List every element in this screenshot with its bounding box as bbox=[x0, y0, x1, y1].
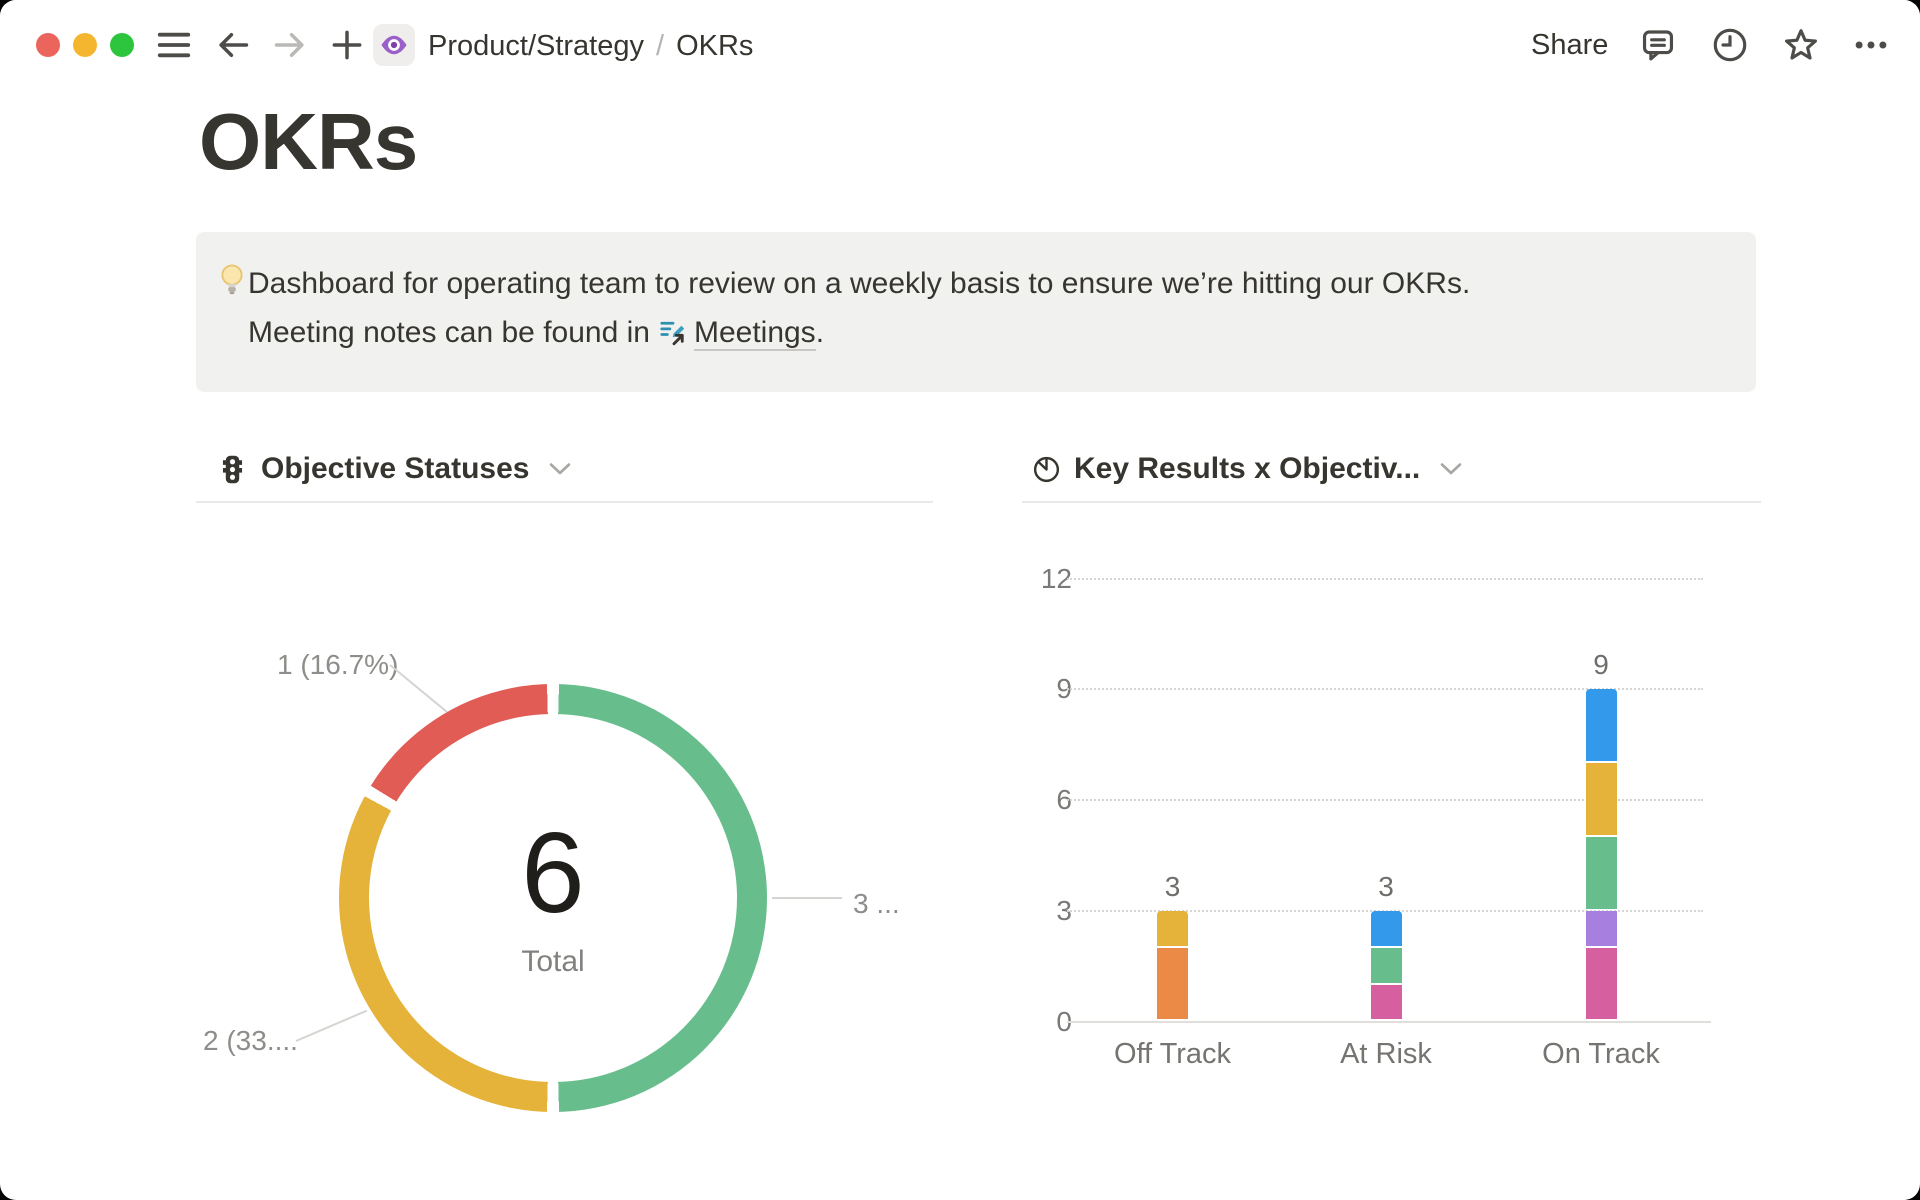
y-tick-label: 6 bbox=[1056, 784, 1072, 816]
y-tick-label: 0 bbox=[1056, 1005, 1072, 1037]
eye-icon bbox=[381, 35, 407, 55]
bar-segment[interactable] bbox=[1157, 910, 1188, 946]
callout: Dashboard for operating team to review o… bbox=[196, 232, 1756, 392]
new-page-icon[interactable] bbox=[328, 26, 366, 64]
bar-category-label: Off Track bbox=[1113, 1037, 1232, 1070]
slice-label-yellow: 2 (33.... bbox=[203, 1025, 298, 1056]
y-tick-label: 12 bbox=[1040, 562, 1072, 594]
leader-line bbox=[295, 1009, 368, 1042]
bar-category-label: On Track bbox=[1542, 1037, 1660, 1070]
meetings-page-icon bbox=[658, 313, 688, 362]
gridline bbox=[1067, 799, 1703, 802]
forward-icon[interactable] bbox=[271, 26, 309, 64]
page-icon[interactable] bbox=[373, 24, 415, 66]
leader-line bbox=[389, 664, 448, 713]
callout-line2-prefix: Meeting notes can be found in bbox=[248, 316, 650, 349]
page-title: OKRs bbox=[199, 97, 418, 186]
callout-text: Dashboard for operating team to review o… bbox=[248, 259, 1708, 362]
bar-category-label: At Risk bbox=[1340, 1037, 1432, 1070]
breadcrumb: Product/Strategy / OKRs bbox=[428, 30, 753, 63]
close-window-button[interactable] bbox=[36, 33, 60, 57]
bar-segment[interactable] bbox=[1585, 910, 1617, 946]
callout-line1: Dashboard for operating team to review o… bbox=[248, 267, 1471, 300]
y-tick-label: 3 bbox=[1056, 894, 1072, 926]
bar-segment[interactable] bbox=[1585, 763, 1617, 835]
y-tick-label: 9 bbox=[1056, 673, 1072, 705]
minimize-window-button[interactable] bbox=[73, 33, 97, 57]
traffic-light-icon bbox=[222, 455, 243, 483]
callout-line2-suffix: . bbox=[815, 316, 825, 349]
bar-segment[interactable] bbox=[1585, 837, 1617, 909]
bar-segment[interactable] bbox=[1370, 984, 1402, 1020]
chart-title: Objective Statuses bbox=[261, 452, 530, 485]
chevron-down-icon bbox=[1440, 463, 1462, 475]
breadcrumb-separator: / bbox=[656, 30, 665, 62]
chart-header-divider bbox=[1022, 501, 1761, 503]
share-button[interactable]: Share bbox=[1531, 29, 1609, 61]
bar-segment[interactable] bbox=[1585, 947, 1617, 1020]
gridline bbox=[1067, 688, 1703, 691]
sidebar-menu-icon[interactable] bbox=[155, 26, 193, 64]
lightbulb-icon bbox=[221, 264, 243, 295]
bar-segment[interactable] bbox=[1370, 910, 1402, 946]
favorite-star-icon[interactable] bbox=[1782, 26, 1820, 64]
more-ellipsis-icon[interactable] bbox=[1852, 26, 1890, 64]
breadcrumb-parent[interactable]: Product/Strategy bbox=[428, 30, 644, 62]
donut-total-label: Total bbox=[521, 945, 585, 978]
zoom-window-button[interactable] bbox=[110, 33, 134, 57]
slice-label-green: 3 ... bbox=[853, 888, 900, 919]
donut-center: 6 Total bbox=[369, 714, 737, 1082]
meetings-link[interactable]: Meetings bbox=[693, 316, 816, 351]
chevron-down-icon bbox=[550, 463, 571, 475]
objective-statuses-chart-header[interactable]: Objective Statuses bbox=[217, 452, 572, 486]
titlebar: Product/Strategy / OKRs Share bbox=[0, 0, 1920, 90]
gridline bbox=[1067, 577, 1703, 580]
bar-segment[interactable] bbox=[1585, 689, 1617, 762]
bar-value-label: 9 bbox=[1593, 649, 1609, 681]
bar-segment[interactable] bbox=[1370, 947, 1402, 983]
updates-clock-icon[interactable] bbox=[1711, 26, 1749, 64]
bar-value-label: 3 bbox=[1378, 870, 1394, 902]
chart-header-divider bbox=[196, 501, 933, 503]
stacked-bar-chart[interactable]: 0 3 6 9 12 3 Off Track 3 At Risk 9 On Track bbox=[1030, 545, 1730, 1105]
bar-segment[interactable] bbox=[1157, 947, 1188, 1020]
bar-value-label: 3 bbox=[1164, 870, 1181, 902]
pie-chart-icon bbox=[1033, 456, 1060, 482]
back-icon[interactable] bbox=[214, 26, 252, 64]
chart-title: Key Results x Objectiv... bbox=[1074, 452, 1421, 485]
comments-icon[interactable] bbox=[1639, 26, 1677, 64]
key-results-chart-header[interactable]: Key Results x Objectiv... bbox=[1032, 452, 1463, 486]
x-axis-line bbox=[1067, 1020, 1711, 1023]
leader-line bbox=[772, 897, 842, 899]
slice-label-red: 1 (16.7%) bbox=[277, 649, 399, 680]
breadcrumb-current[interactable]: OKRs bbox=[676, 30, 754, 62]
donut-total-value: 6 bbox=[521, 810, 585, 937]
